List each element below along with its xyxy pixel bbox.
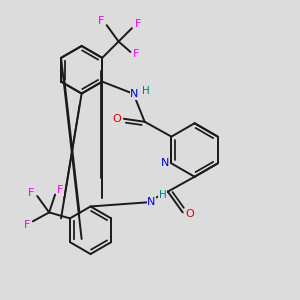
Text: F: F [57, 185, 64, 195]
Text: F: F [24, 220, 30, 230]
Text: O: O [186, 209, 194, 219]
Text: F: F [98, 16, 104, 26]
Text: H: H [159, 190, 167, 200]
Text: F: F [133, 49, 140, 59]
Text: O: O [112, 114, 121, 124]
Text: N: N [130, 89, 139, 99]
Text: F: F [28, 188, 34, 197]
Text: N: N [147, 197, 156, 207]
Text: F: F [135, 19, 141, 29]
Text: N: N [161, 158, 169, 168]
Text: H: H [142, 85, 150, 96]
